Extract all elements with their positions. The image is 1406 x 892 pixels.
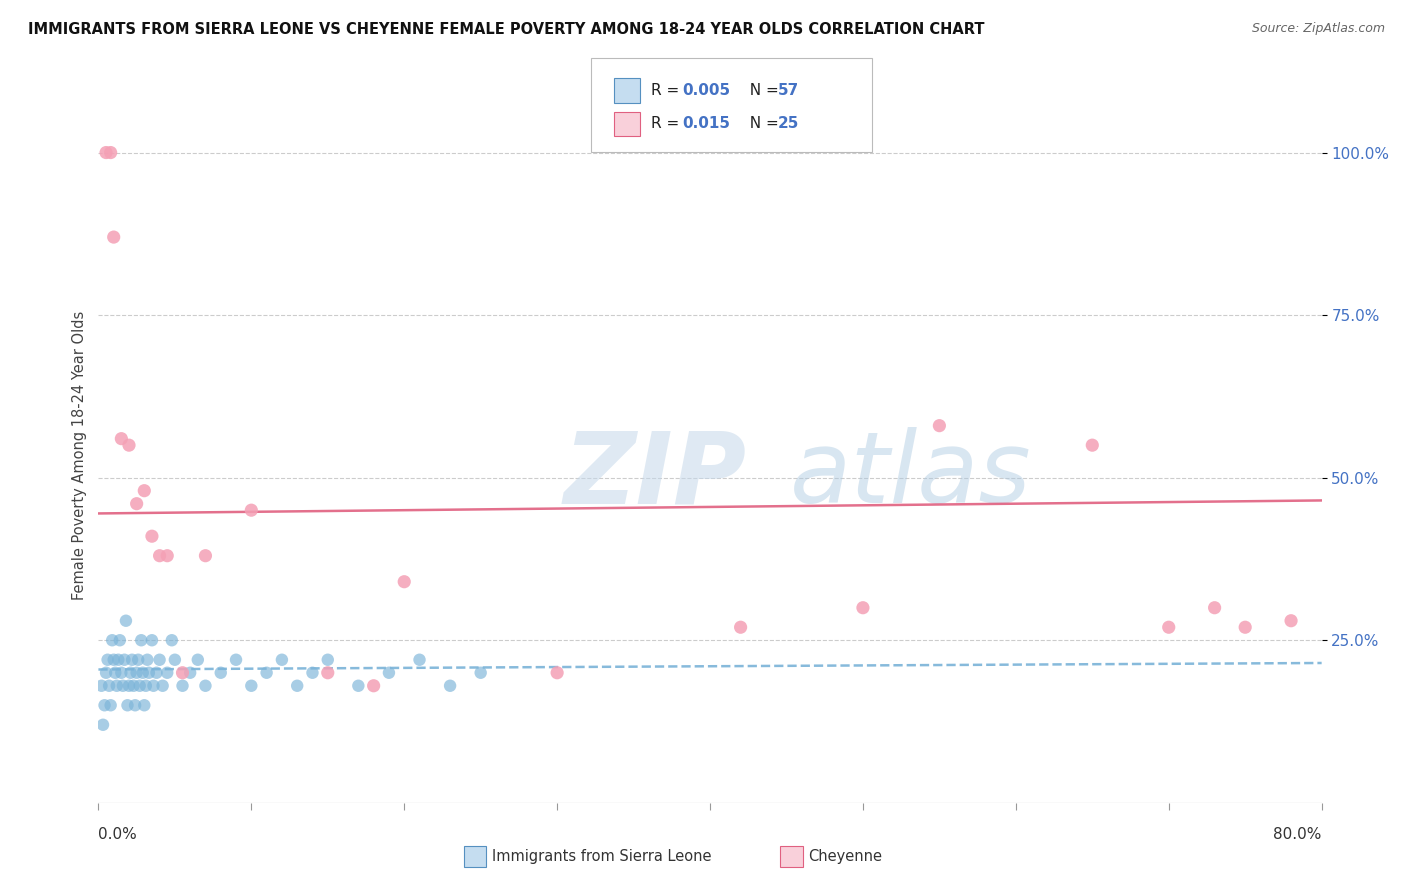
Point	[115, 614, 138, 628]
Point	[172, 665, 194, 680]
Point	[118, 438, 141, 452]
Point	[112, 653, 135, 667]
Point	[94, 665, 117, 680]
Point	[125, 665, 148, 680]
Point	[408, 653, 430, 667]
Point	[1157, 620, 1180, 634]
Point	[141, 633, 163, 648]
Point	[103, 653, 125, 667]
Point	[270, 653, 294, 667]
Point	[117, 698, 139, 713]
Point	[108, 633, 131, 648]
Point	[134, 698, 156, 713]
Point	[111, 679, 134, 693]
Point	[91, 718, 114, 732]
Point	[194, 679, 217, 693]
Point	[439, 679, 461, 693]
Point	[103, 230, 125, 244]
Point	[1204, 600, 1226, 615]
Point	[110, 665, 132, 680]
Point	[121, 653, 143, 667]
Point	[120, 665, 142, 680]
Point	[172, 679, 194, 693]
Point	[149, 653, 172, 667]
Point	[142, 679, 165, 693]
Point	[240, 503, 263, 517]
Point	[1081, 438, 1104, 452]
Point	[127, 653, 149, 667]
Text: ZIP: ZIP	[564, 427, 747, 524]
Point	[470, 665, 492, 680]
Point	[546, 665, 568, 680]
Text: R =: R =	[651, 117, 685, 131]
Text: atlas: atlas	[790, 427, 1031, 524]
Text: Source: ZipAtlas.com: Source: ZipAtlas.com	[1251, 22, 1385, 36]
Point	[124, 698, 146, 713]
Point	[141, 529, 163, 543]
Point	[163, 653, 186, 667]
Point	[94, 145, 117, 160]
Point	[118, 679, 141, 693]
Y-axis label: Female Poverty Among 18-24 Year Olds: Female Poverty Among 18-24 Year Olds	[72, 310, 87, 599]
Point	[392, 574, 416, 589]
Point	[347, 679, 370, 693]
Point	[100, 145, 122, 160]
Point	[179, 665, 201, 680]
Point	[160, 633, 183, 648]
Text: R =: R =	[651, 84, 685, 98]
Text: 80.0%: 80.0%	[1274, 827, 1322, 841]
Text: N =: N =	[740, 84, 783, 98]
Point	[1234, 620, 1257, 634]
Point	[129, 633, 152, 648]
Point	[209, 665, 232, 680]
Point	[152, 679, 174, 693]
Point	[363, 679, 385, 693]
Point	[1279, 614, 1302, 628]
Point	[134, 483, 156, 498]
Point	[110, 432, 132, 446]
Text: 0.0%: 0.0%	[98, 827, 138, 841]
Point	[138, 665, 160, 680]
Point	[100, 698, 122, 713]
Text: N =: N =	[740, 117, 783, 131]
Text: 0.015: 0.015	[682, 117, 730, 131]
Point	[122, 679, 145, 693]
Point	[194, 549, 217, 563]
Point	[90, 679, 112, 693]
Text: 25: 25	[778, 117, 799, 131]
Point	[156, 549, 179, 563]
Point	[852, 600, 875, 615]
Point	[98, 679, 121, 693]
Point	[256, 665, 278, 680]
Point	[135, 679, 157, 693]
Point	[378, 665, 401, 680]
Point	[187, 653, 209, 667]
Point	[101, 633, 124, 648]
Point	[125, 497, 148, 511]
Point	[301, 665, 323, 680]
Text: 0.005: 0.005	[682, 84, 730, 98]
Point	[105, 679, 128, 693]
Text: 57: 57	[778, 84, 799, 98]
Point	[93, 698, 115, 713]
Text: Cheyenne: Cheyenne	[808, 849, 883, 863]
Point	[128, 679, 150, 693]
Point	[149, 549, 172, 563]
Point	[156, 665, 179, 680]
Point	[132, 665, 155, 680]
Point	[316, 665, 339, 680]
Text: IMMIGRANTS FROM SIERRA LEONE VS CHEYENNE FEMALE POVERTY AMONG 18-24 YEAR OLDS CO: IMMIGRANTS FROM SIERRA LEONE VS CHEYENNE…	[28, 22, 984, 37]
Point	[104, 665, 127, 680]
Text: Immigrants from Sierra Leone: Immigrants from Sierra Leone	[492, 849, 711, 863]
Point	[136, 653, 159, 667]
Point	[145, 665, 167, 680]
Point	[285, 679, 308, 693]
Point	[97, 653, 120, 667]
Point	[107, 653, 129, 667]
Point	[730, 620, 752, 634]
Point	[928, 418, 950, 433]
Point	[316, 653, 339, 667]
Point	[225, 653, 247, 667]
Point	[240, 679, 263, 693]
